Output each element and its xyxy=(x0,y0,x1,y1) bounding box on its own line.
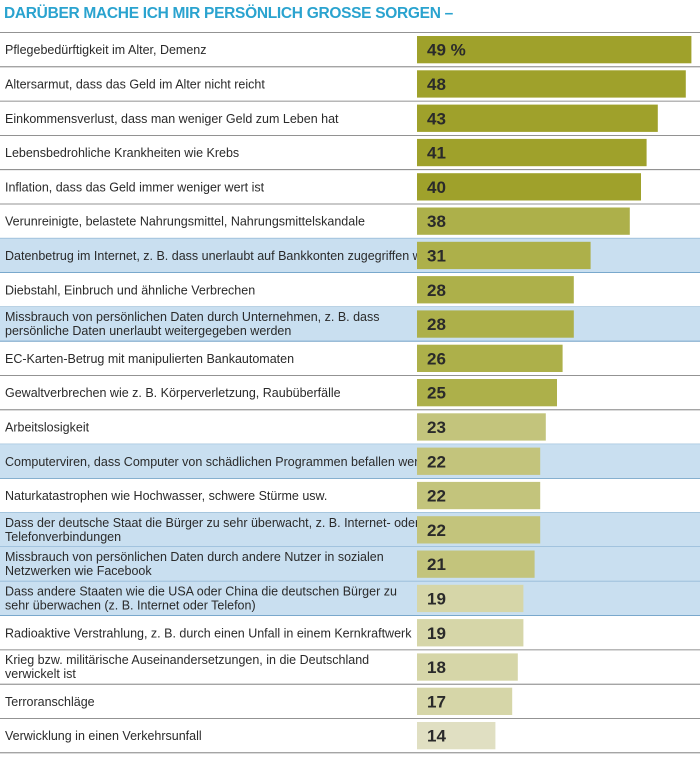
row-label: Netzwerken wie Facebook xyxy=(5,564,152,578)
bar-value-label: 25 xyxy=(427,384,446,403)
chart-title: DARÜBER MACHE ICH MIR PERSÖNLICH GROSSE … xyxy=(4,5,453,22)
bar xyxy=(417,619,524,647)
bar xyxy=(417,36,692,64)
bar-value-label: 21 xyxy=(427,555,446,574)
row-label: Missbrauch von persönlichen Daten durch … xyxy=(5,550,384,564)
row-label: Radioaktive Verstrahlung, z. B. durch ei… xyxy=(5,626,412,640)
bar xyxy=(417,173,641,201)
row-label: Computerviren, dass Computer von schädli… xyxy=(5,455,439,469)
bar xyxy=(417,70,686,98)
bar-value-label: 19 xyxy=(427,589,446,608)
bar-value-label: 48 xyxy=(427,75,446,94)
row-label: Einkommensverlust, dass man weniger Geld… xyxy=(5,112,339,126)
bar-value-label: 26 xyxy=(427,349,446,368)
row-label: verwickelt ist xyxy=(5,667,76,681)
row-highlight xyxy=(0,512,700,547)
bar xyxy=(417,344,563,372)
row-label: Naturkatastrophen wie Hochwasser, schwer… xyxy=(5,489,327,503)
row-label: Lebensbedrohliche Krankheiten wie Krebs xyxy=(5,146,239,160)
row-label: Pflegebedürftigkeit im Alter, Demenz xyxy=(5,43,207,57)
row-highlight xyxy=(0,581,700,616)
row-highlight xyxy=(0,547,700,582)
row-label: Arbeitslosigkeit xyxy=(5,420,90,434)
row-label: Terroranschläge xyxy=(5,695,95,709)
row-label: Inflation, dass das Geld immer weniger w… xyxy=(5,180,265,194)
row-label: Diebstahl, Einbruch und ähnliche Verbrec… xyxy=(5,283,255,297)
bar-value-label: 41 xyxy=(427,144,446,163)
bar-value-label: 43 xyxy=(427,109,446,128)
bar-value-label: 40 xyxy=(427,178,446,197)
bar xyxy=(417,207,630,235)
bar xyxy=(417,584,524,613)
row-label: Krieg bzw. militärische Auseinandersetzu… xyxy=(5,653,369,667)
bar-value-label: 49 % xyxy=(427,41,466,60)
row-label: Altersarmut, dass das Geld im Alter nich… xyxy=(5,77,265,91)
row-label: persönliche Daten unerlaubt weitergegebe… xyxy=(5,324,291,338)
bar xyxy=(417,481,541,510)
bar xyxy=(417,310,574,338)
bar-value-label: 17 xyxy=(427,692,446,711)
row-label: Verunreinigte, belastete Nahrungsmittel,… xyxy=(5,215,365,229)
row-label: Dass andere Staaten wie die USA oder Chi… xyxy=(5,584,397,598)
row-label: Dass der deutsche Staat die Bürger zu se… xyxy=(5,516,419,530)
bar-value-label: 22 xyxy=(427,521,446,540)
bar-value-label: 18 xyxy=(427,658,446,677)
bar xyxy=(417,722,496,750)
bar xyxy=(417,516,541,544)
bar xyxy=(417,241,591,270)
bar-value-label: 38 xyxy=(427,212,446,231)
row-label: Verwicklung in einen Verkehrsunfall xyxy=(5,729,202,743)
row-label: Missbrauch von persönlichen Daten durch … xyxy=(5,310,380,324)
bar-value-label: 14 xyxy=(427,727,446,746)
bar xyxy=(417,447,541,475)
bar xyxy=(417,413,546,441)
bar xyxy=(417,379,557,407)
bar xyxy=(417,653,518,681)
bar-value-label: 23 xyxy=(427,418,446,437)
row-label: Telefonverbindungen xyxy=(5,530,121,544)
bar-value-label: 31 xyxy=(427,246,446,265)
row-label: EC-Karten-Betrug mit manipulierten Banka… xyxy=(5,352,294,366)
bar-value-label: 22 xyxy=(427,487,446,506)
row-label: Datenbetrug im Internet, z. B. dass uner… xyxy=(5,249,436,263)
bar-value-label: 22 xyxy=(427,452,446,471)
bar xyxy=(417,138,647,167)
bar xyxy=(417,687,513,715)
bar xyxy=(417,550,535,578)
row-label: Gewaltverbrechen wie z. B. Körperverletz… xyxy=(5,386,341,400)
bar xyxy=(417,276,574,304)
bar-value-label: 19 xyxy=(427,624,446,643)
row-label: sehr überwachen (z. B. Internet oder Tel… xyxy=(5,598,256,612)
row-highlight xyxy=(0,306,700,342)
row-highlight xyxy=(0,444,700,479)
bar-value-label: 28 xyxy=(427,315,446,334)
bar-value-label: 28 xyxy=(427,281,446,300)
bar xyxy=(417,104,658,132)
